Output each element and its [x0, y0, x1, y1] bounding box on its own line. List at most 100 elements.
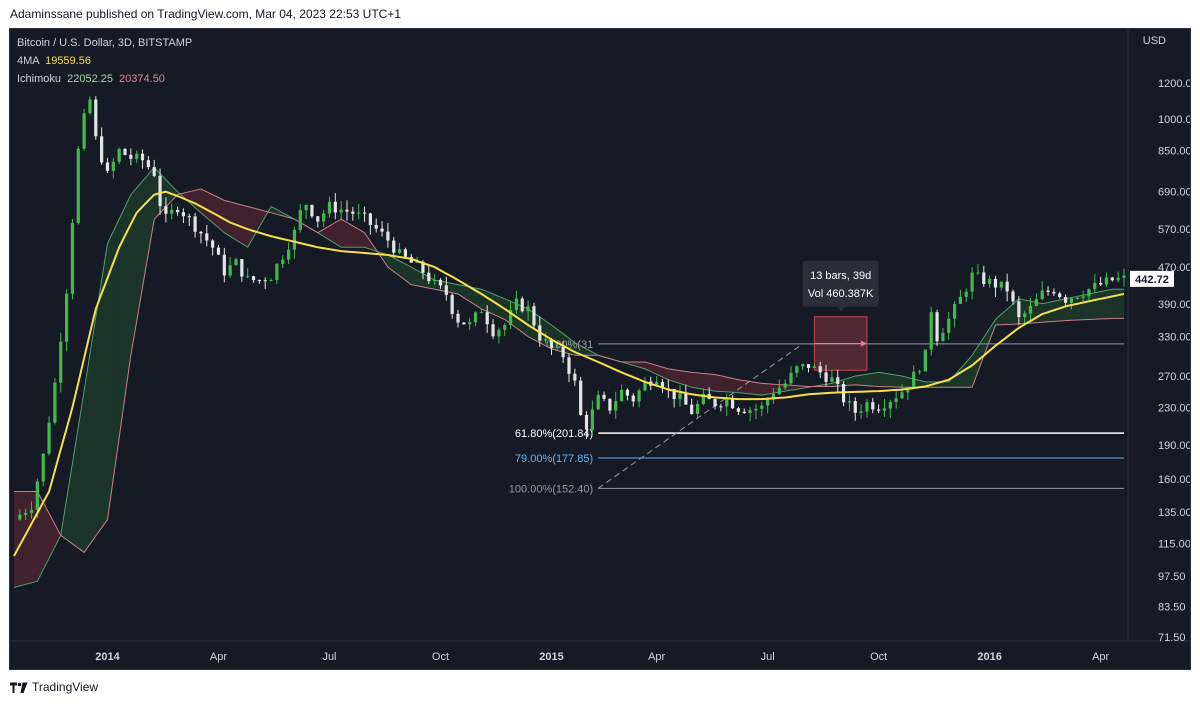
cloud-segment [761, 383, 765, 396]
cloud-segment [791, 385, 794, 391]
candle-body [1116, 277, 1120, 281]
candle-body [619, 389, 624, 402]
x-tick-label: 2016 [977, 651, 1001, 663]
candle-body [397, 249, 402, 253]
cloud-segment [227, 201, 231, 237]
cloud-segment [113, 225, 117, 479]
cloud-segment [793, 385, 797, 390]
cloud-segment [352, 225, 356, 248]
ichimoku-legend: Ichimoku 22052.25 20374.50 [17, 70, 192, 88]
chart-panel[interactable]: 0.00%(31 61.80%(201.84) 79.00%(177.85) 100.… [9, 28, 1191, 670]
cloud-segment [764, 383, 768, 395]
cloud-segment [528, 308, 532, 339]
cloud-segment [279, 211, 283, 216]
candle-body [333, 201, 337, 213]
candle-body [292, 229, 297, 250]
candle-body [573, 373, 577, 381]
candle-body [917, 371, 922, 373]
candle-body [327, 201, 332, 214]
cloud-segment [875, 372, 879, 387]
cloud-segment [878, 372, 882, 387]
candle-body [1099, 282, 1103, 285]
candle-body [1028, 305, 1033, 314]
candle-body [263, 280, 267, 282]
moving-average-line [13, 190, 1125, 557]
cloud-segment [452, 283, 456, 294]
candle-body [725, 398, 729, 407]
cloud-segment [408, 265, 412, 285]
cloud-segment [271, 206, 274, 214]
candle-body [286, 249, 291, 260]
candle-body [830, 377, 834, 382]
cloud-segment [639, 361, 643, 368]
candle-body [1122, 275, 1126, 278]
cloud-segment [127, 194, 131, 376]
cloud-segment [861, 374, 865, 386]
candle-body [415, 261, 419, 263]
candle-body [105, 162, 110, 171]
candle-body [170, 209, 174, 214]
candle-body [964, 291, 968, 297]
cloud-segment [466, 286, 470, 302]
cloud-segment [939, 381, 943, 388]
cloud-segment [747, 381, 751, 394]
candle-body [655, 381, 659, 386]
candle-body [952, 303, 957, 319]
candle-body [999, 281, 1003, 288]
cloud-segment [522, 306, 526, 335]
price-chart[interactable]: 0.00%(3161.80%(201.84)79.00%(177.85)100.… [10, 29, 1190, 669]
candle-body [275, 263, 279, 280]
cloud-segment [1094, 292, 1098, 320]
cloud-segment [557, 329, 561, 352]
cloud-segment [405, 264, 409, 283]
cloud-segment [387, 254, 391, 270]
candle-body [695, 403, 700, 415]
cloud-segment [858, 375, 862, 386]
candle-body [1063, 297, 1068, 303]
cloud-segment [694, 372, 698, 389]
x-tick-label: Jul [322, 651, 336, 663]
candle-body [660, 381, 665, 389]
cloud-segment [209, 193, 213, 223]
cloud-segment [636, 361, 640, 368]
candle-body [82, 113, 86, 149]
cloud-segment [1080, 295, 1084, 320]
candle-body [1034, 299, 1038, 306]
cloud-segment [87, 354, 90, 549]
candle-body [205, 233, 209, 241]
cloud-segment [709, 374, 713, 391]
cloud-segment [525, 307, 529, 337]
candle-body [123, 148, 127, 155]
cloud-segment [1010, 303, 1013, 325]
candle-body [812, 366, 816, 368]
cloud-segment [1100, 290, 1104, 319]
candle-body [1040, 290, 1044, 300]
cloud-segment [881, 372, 885, 387]
candle-body [211, 240, 215, 248]
candle-body [158, 175, 162, 207]
cloud-segment [107, 237, 111, 520]
cloud-segment [49, 513, 52, 559]
candle-body [269, 279, 273, 282]
cloud-segment [472, 287, 476, 306]
cloud-segment [712, 374, 716, 392]
candle-body [713, 399, 717, 407]
cloud-segment [195, 189, 199, 211]
cloud-segment [691, 372, 695, 388]
cloud-segment [1013, 301, 1016, 325]
cloud-segment [463, 285, 467, 300]
candle-body [473, 312, 478, 323]
cloud-segment [139, 181, 143, 305]
candle-body [777, 387, 781, 395]
cloud-segment [92, 317, 96, 541]
cloud-segment [230, 201, 234, 239]
cloud-segment [122, 206, 125, 417]
candle-body [1011, 291, 1015, 302]
candle-body [1104, 277, 1109, 285]
cloud-segment [644, 361, 648, 371]
cloud-segment [945, 381, 949, 388]
candle-body [392, 240, 396, 253]
candle-body [520, 298, 524, 312]
y-tick-label: 83.50 [1158, 602, 1186, 614]
candle-body [368, 213, 372, 225]
